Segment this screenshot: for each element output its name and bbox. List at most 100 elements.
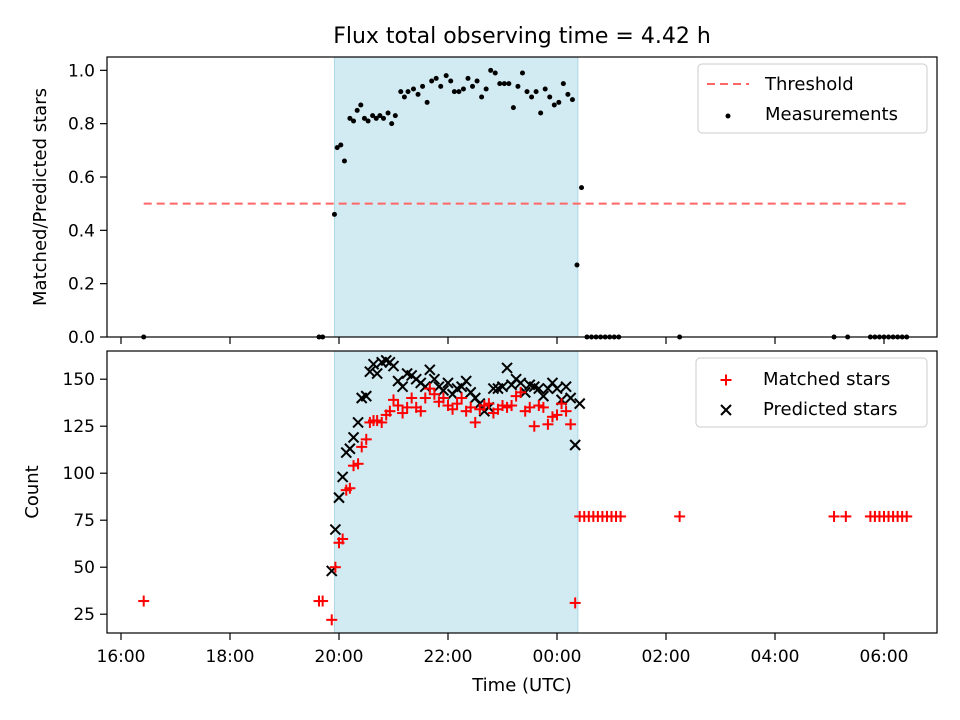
measurement-point xyxy=(519,70,525,76)
predicted-star-marker xyxy=(560,381,572,393)
measurement-point xyxy=(448,78,454,84)
measurement-point xyxy=(547,94,553,100)
legend-matched-swatch xyxy=(720,374,732,386)
measurement-point xyxy=(392,113,398,119)
measurement-point xyxy=(370,113,376,119)
matched-star-marker xyxy=(674,510,686,522)
matched-star-marker xyxy=(901,510,913,522)
predicted-star-marker xyxy=(574,397,586,410)
legend-measurements-label: Measurements xyxy=(765,104,898,125)
predicted-star-marker xyxy=(537,390,550,402)
predicted-star-marker xyxy=(501,362,513,374)
measurement-point xyxy=(415,91,421,97)
measurement-point xyxy=(373,115,379,121)
matched-star-marker xyxy=(329,561,341,573)
x-tick-label: 00:00 xyxy=(533,647,582,667)
measurement-point xyxy=(506,81,512,87)
x-tick-label: 22:00 xyxy=(424,647,473,667)
measurement-point xyxy=(538,110,544,116)
matched-star-marker xyxy=(388,394,399,406)
measurement-point xyxy=(429,78,435,84)
measurement-point xyxy=(341,158,347,164)
top-y-ticks: 0.0 0.2 0.4 0.6 0.8 1.0 xyxy=(68,61,107,348)
predicted-star-marker xyxy=(336,471,349,483)
measurement-point xyxy=(456,89,462,95)
top-legend: Threshold Measurements xyxy=(697,63,928,134)
matched-star-marker xyxy=(397,407,409,419)
bottom-y-axis-label: Count xyxy=(22,465,43,518)
predicted-star-marker xyxy=(371,367,383,380)
x-tick-label: 16:00 xyxy=(97,647,146,667)
top-y-tick-label: 0.6 xyxy=(68,168,95,188)
matched-star-marker xyxy=(337,533,349,545)
legend-matched-marker xyxy=(720,374,732,386)
measurement-point xyxy=(556,99,562,105)
matched-star-marker xyxy=(406,392,418,404)
measurement-point xyxy=(405,89,411,95)
matched-star-marker xyxy=(456,392,468,404)
measurement-point xyxy=(524,89,530,95)
bottom-y-tick-label: 25 xyxy=(73,605,95,625)
legend-predicted-label: Predicted stars xyxy=(763,399,897,420)
matched-star-marker xyxy=(524,401,536,413)
predicted-star-marker xyxy=(496,381,509,393)
matched-star-marker xyxy=(352,458,364,470)
top-shaded-region xyxy=(333,56,579,338)
top-y-axis-label: Matched/Predicted stars xyxy=(30,88,51,306)
predicted-star-marker xyxy=(569,439,581,451)
top-y-tick-label: 0.2 xyxy=(68,275,95,295)
measurement-points xyxy=(141,67,910,340)
matched-star-marker xyxy=(419,392,431,404)
predicted-star-marker xyxy=(344,443,356,455)
matched-star-marker xyxy=(569,597,581,609)
bottom-y-tick-label: 125 xyxy=(63,417,95,437)
bottom-y-tick-label: 100 xyxy=(63,464,95,484)
matched-star-marker xyxy=(840,510,852,522)
legend-predicted-marker xyxy=(720,404,732,416)
measurement-point xyxy=(351,118,357,124)
legend-predicted-swatch xyxy=(720,404,732,416)
top-legend-frame xyxy=(697,63,928,134)
predicted-star-marker xyxy=(514,377,527,389)
matched-star-marker xyxy=(428,388,440,400)
predicted-star-marker xyxy=(352,416,364,429)
measurement-point xyxy=(569,97,575,103)
matched-star-marker xyxy=(528,420,540,432)
top-axes-frame xyxy=(106,56,938,338)
bottom-legend: Matched stars Predicted stars xyxy=(695,357,928,428)
predicted-star-marker xyxy=(347,431,360,444)
predicted-star-marker xyxy=(487,382,500,395)
x-tick-label: 06:00 xyxy=(860,647,909,667)
measurement-point xyxy=(433,75,439,81)
matched-star-marker xyxy=(515,386,527,398)
measurement-point xyxy=(515,83,521,89)
matched-star-marker xyxy=(415,405,427,417)
x-tick-label: 20:00 xyxy=(315,647,364,667)
measurement-point xyxy=(465,75,471,81)
top-y-tick-label: 1.0 xyxy=(68,61,95,81)
matched-star-marker xyxy=(138,595,150,607)
measurement-point xyxy=(565,91,571,97)
matched-star-marker xyxy=(551,409,563,421)
measurement-point xyxy=(479,94,485,100)
measurement-point xyxy=(501,81,507,87)
predicted-star-marker xyxy=(367,358,380,370)
matched-star-marker xyxy=(424,383,436,395)
measurement-point xyxy=(358,102,364,108)
predicted-star-marker xyxy=(333,491,345,504)
measurement-point xyxy=(338,142,344,148)
top-x-ticks xyxy=(120,337,885,344)
matched-star-marker xyxy=(317,595,329,607)
measurement-point xyxy=(492,70,498,76)
matched-star-marker xyxy=(376,416,388,428)
matched-star-marker xyxy=(437,392,449,404)
bottom-panel: 25 50 75 100 125 150 16:00 18:00 20:00 22:00 00:0… xyxy=(22,350,938,696)
predicted-star-marker xyxy=(387,360,400,372)
measurement-point xyxy=(401,94,407,100)
predicted-star-marker xyxy=(460,375,472,387)
measurement-point xyxy=(438,83,444,89)
matched-star-marker xyxy=(469,416,481,428)
matched-star-marker xyxy=(506,400,518,412)
measurement-point xyxy=(443,73,449,79)
matched-star-marker xyxy=(565,418,577,430)
